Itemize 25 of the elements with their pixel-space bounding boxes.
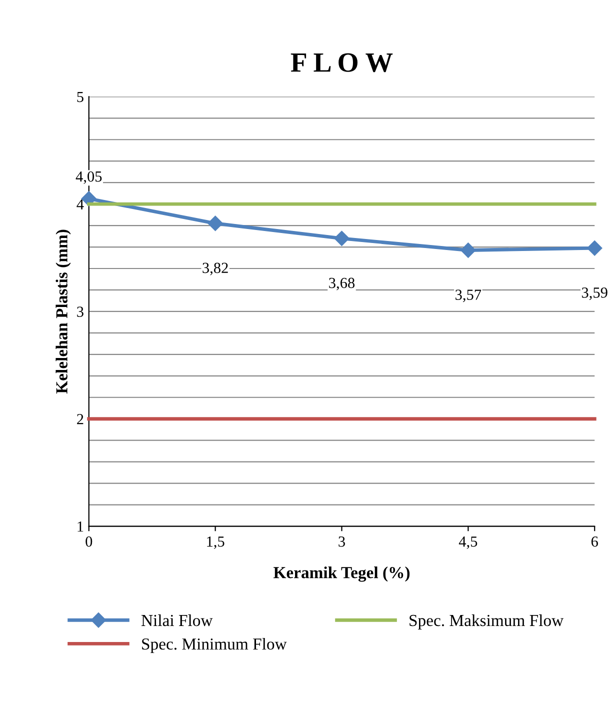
data-label: 3,68 (329, 278, 355, 290)
legend-label: Nilai Flow (141, 614, 213, 626)
data-label: 3,82 (202, 262, 228, 276)
point (208, 216, 223, 231)
x-tick-label: 3 (338, 536, 345, 547)
x-tick-label: 4,5 (458, 536, 478, 549)
y-tick-label: 3 (77, 306, 84, 317)
x-tick-label: 6 (591, 536, 598, 547)
y-tick-label: 4 (76, 199, 84, 210)
y-tick-label: 1 (78, 521, 84, 532)
data-label: 3,57 (456, 290, 482, 302)
point (587, 240, 602, 256)
point (460, 242, 476, 258)
chart-title: F L O W (290, 53, 393, 72)
legend-label: Spec. Maksimum Flow (410, 614, 564, 630)
data-label: 4,05 (76, 171, 102, 184)
y-tick-label: 2 (77, 414, 84, 424)
point (334, 230, 350, 246)
data-label: 3,59 (582, 288, 608, 300)
y-axis-title: Kelelehan Plastis (mm) (56, 230, 71, 394)
x-tick-label: 0 (86, 536, 92, 547)
x-axis-title: Keramik Tegel (%) (274, 566, 410, 582)
y-tick-label: 5 (77, 92, 84, 102)
legend-label: Spec. Minimum Flow (142, 638, 287, 654)
x-tick-label: 1,5 (207, 536, 224, 549)
